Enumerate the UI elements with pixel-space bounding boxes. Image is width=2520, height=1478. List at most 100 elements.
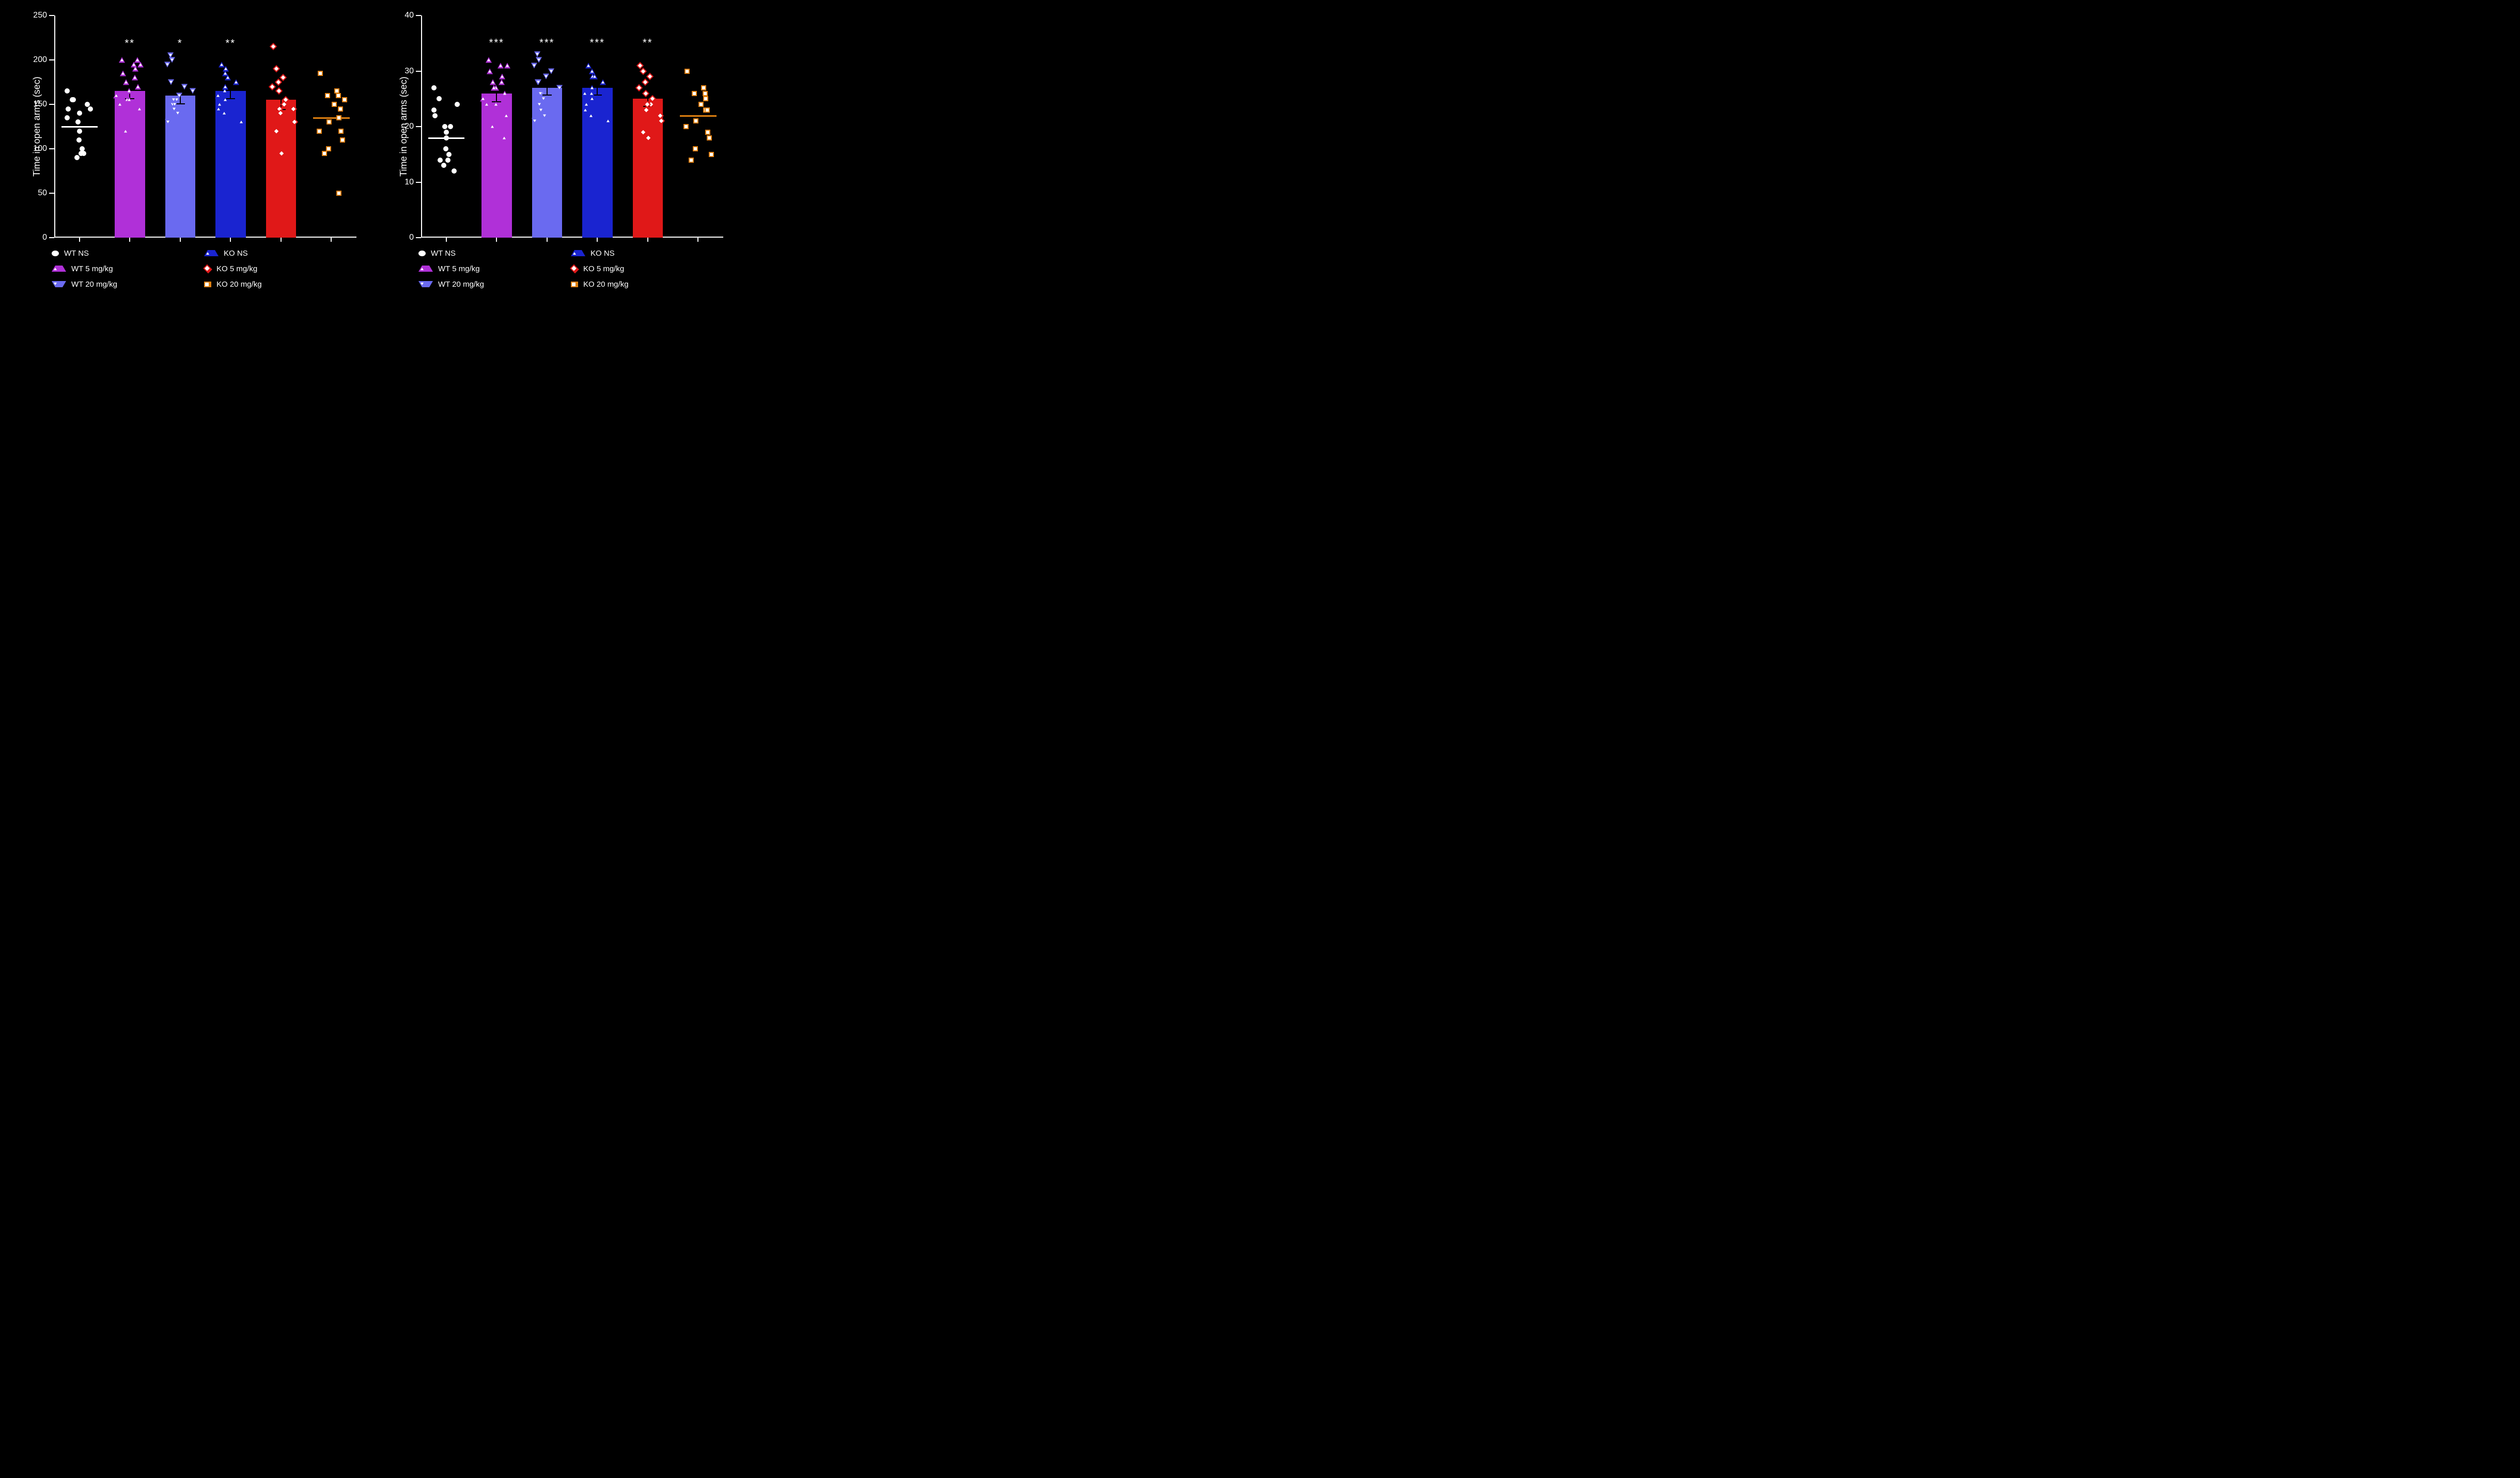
datapoint-g2 [132, 75, 138, 81]
datapoint-g6 [336, 115, 341, 120]
ytick-label: 20 [405, 122, 421, 131]
circle-icon [418, 251, 426, 256]
datapoint-g5 [275, 79, 282, 86]
xtick [446, 238, 447, 242]
legend-item: KO 20 mg/kg [571, 276, 629, 292]
datapoint-g3 [537, 90, 543, 96]
datapoint-g2 [123, 80, 129, 85]
datapoint-g5 [642, 89, 649, 97]
legend-item: WT 20 mg/kg [52, 276, 117, 292]
datapoint-g2 [484, 102, 490, 107]
datapoint-g4 [592, 74, 598, 80]
datapoint-g4 [222, 97, 228, 103]
datapoint-g2 [501, 135, 507, 141]
legend-label: KO NS [590, 249, 615, 258]
datapoint-g5 [270, 43, 277, 50]
ytick-label: 40 [405, 11, 421, 20]
datapoint-g3 [556, 85, 563, 90]
datapoint-g4 [589, 68, 595, 74]
datapoint-g6 [336, 93, 341, 98]
datapoint-g3 [541, 113, 548, 118]
xtick [597, 238, 598, 242]
datapoint-g4 [216, 102, 223, 107]
xtick [180, 238, 181, 242]
significance-marker: *** [539, 37, 554, 49]
datapoint-g2 [499, 80, 505, 85]
datapoint-g1 [437, 96, 442, 101]
xtick [697, 238, 698, 242]
datapoint-g6 [693, 118, 698, 123]
legend-label: KO NS [224, 249, 248, 258]
legend-label: WT 5 mg/kg [71, 265, 113, 273]
datapoint-g4 [222, 84, 228, 89]
legend-item: WT NS [418, 245, 484, 261]
datapoint-g4 [582, 90, 588, 96]
xtick [230, 238, 231, 242]
datapoint-g2 [126, 97, 132, 103]
datapoint-g1 [448, 124, 453, 129]
datapoint-g3 [165, 119, 171, 125]
errorbar-cap [542, 81, 552, 82]
datapoint-g6 [322, 151, 327, 156]
mean-line-g6 [313, 117, 350, 119]
xtick [547, 238, 548, 242]
datapoint-g1 [77, 129, 82, 134]
tri-down-icon [418, 281, 433, 287]
legend-item: KO NS [204, 245, 262, 261]
datapoint-g2 [122, 128, 129, 134]
ytick-label: 250 [33, 11, 54, 20]
tri-up-icon [204, 250, 219, 256]
mean-line-g6 [680, 115, 717, 117]
significance-marker: *** [489, 37, 504, 49]
datapoint-g1 [81, 151, 86, 156]
datapoint-g6 [703, 91, 708, 96]
datapoint-g3 [543, 74, 549, 80]
datapoint-g3 [535, 80, 541, 85]
mean-line-g1 [61, 126, 98, 128]
datapoint-g2 [497, 63, 504, 68]
datapoint-g1 [431, 85, 437, 90]
figure-root: Time in open arms (sec) 050100150200250*… [0, 0, 756, 443]
datapoint-g2 [486, 57, 492, 63]
datapoint-g6 [701, 85, 706, 90]
legend-col-2: KO NSKO 5 mg/kgKO 20 mg/kg [204, 245, 262, 292]
bar-g2 [115, 91, 145, 238]
datapoint-g6 [683, 124, 689, 129]
datapoint-g6 [705, 107, 710, 113]
datapoint-g2 [487, 68, 493, 74]
panel-a-ylabel: Time in open arms (sec) [32, 76, 42, 176]
ytick-label: 150 [33, 100, 54, 109]
datapoint-g6 [698, 102, 704, 107]
datapoint-g6 [338, 106, 343, 112]
ytick-label: 30 [405, 67, 421, 76]
datapoint-g3 [176, 92, 182, 98]
datapoint-g6 [689, 158, 694, 163]
datapoint-g4 [589, 85, 595, 90]
datapoint-g6 [338, 129, 344, 134]
significance-marker: ** [125, 38, 135, 50]
datapoint-g3 [190, 88, 196, 94]
datapoint-g5 [642, 79, 649, 86]
datapoint-g6 [326, 119, 332, 125]
datapoint-g6 [332, 102, 337, 107]
datapoint-g2 [135, 84, 141, 89]
bar-g3 [165, 96, 196, 238]
tri-down-icon [52, 281, 66, 287]
datapoint-g1 [455, 102, 460, 107]
datapoint-g4 [238, 119, 244, 125]
xtick [496, 238, 497, 242]
datapoint-g2 [126, 88, 132, 94]
datapoint-g6 [703, 96, 708, 101]
datapoint-g3 [168, 80, 174, 85]
legend-label: KO 5 mg/kg [583, 265, 624, 273]
datapoint-g6 [317, 129, 322, 134]
panel-b-plot: 010203040*********** [421, 15, 723, 238]
xtick [281, 238, 282, 242]
tri-up-icon [52, 266, 66, 272]
legend-label: KO 20 mg/kg [583, 280, 629, 289]
legend-label: WT NS [431, 249, 456, 258]
legend-item: KO 5 mg/kg [204, 261, 262, 276]
datapoint-g3 [531, 63, 537, 68]
datapoint-g6 [326, 146, 331, 151]
axis-x [421, 237, 723, 238]
